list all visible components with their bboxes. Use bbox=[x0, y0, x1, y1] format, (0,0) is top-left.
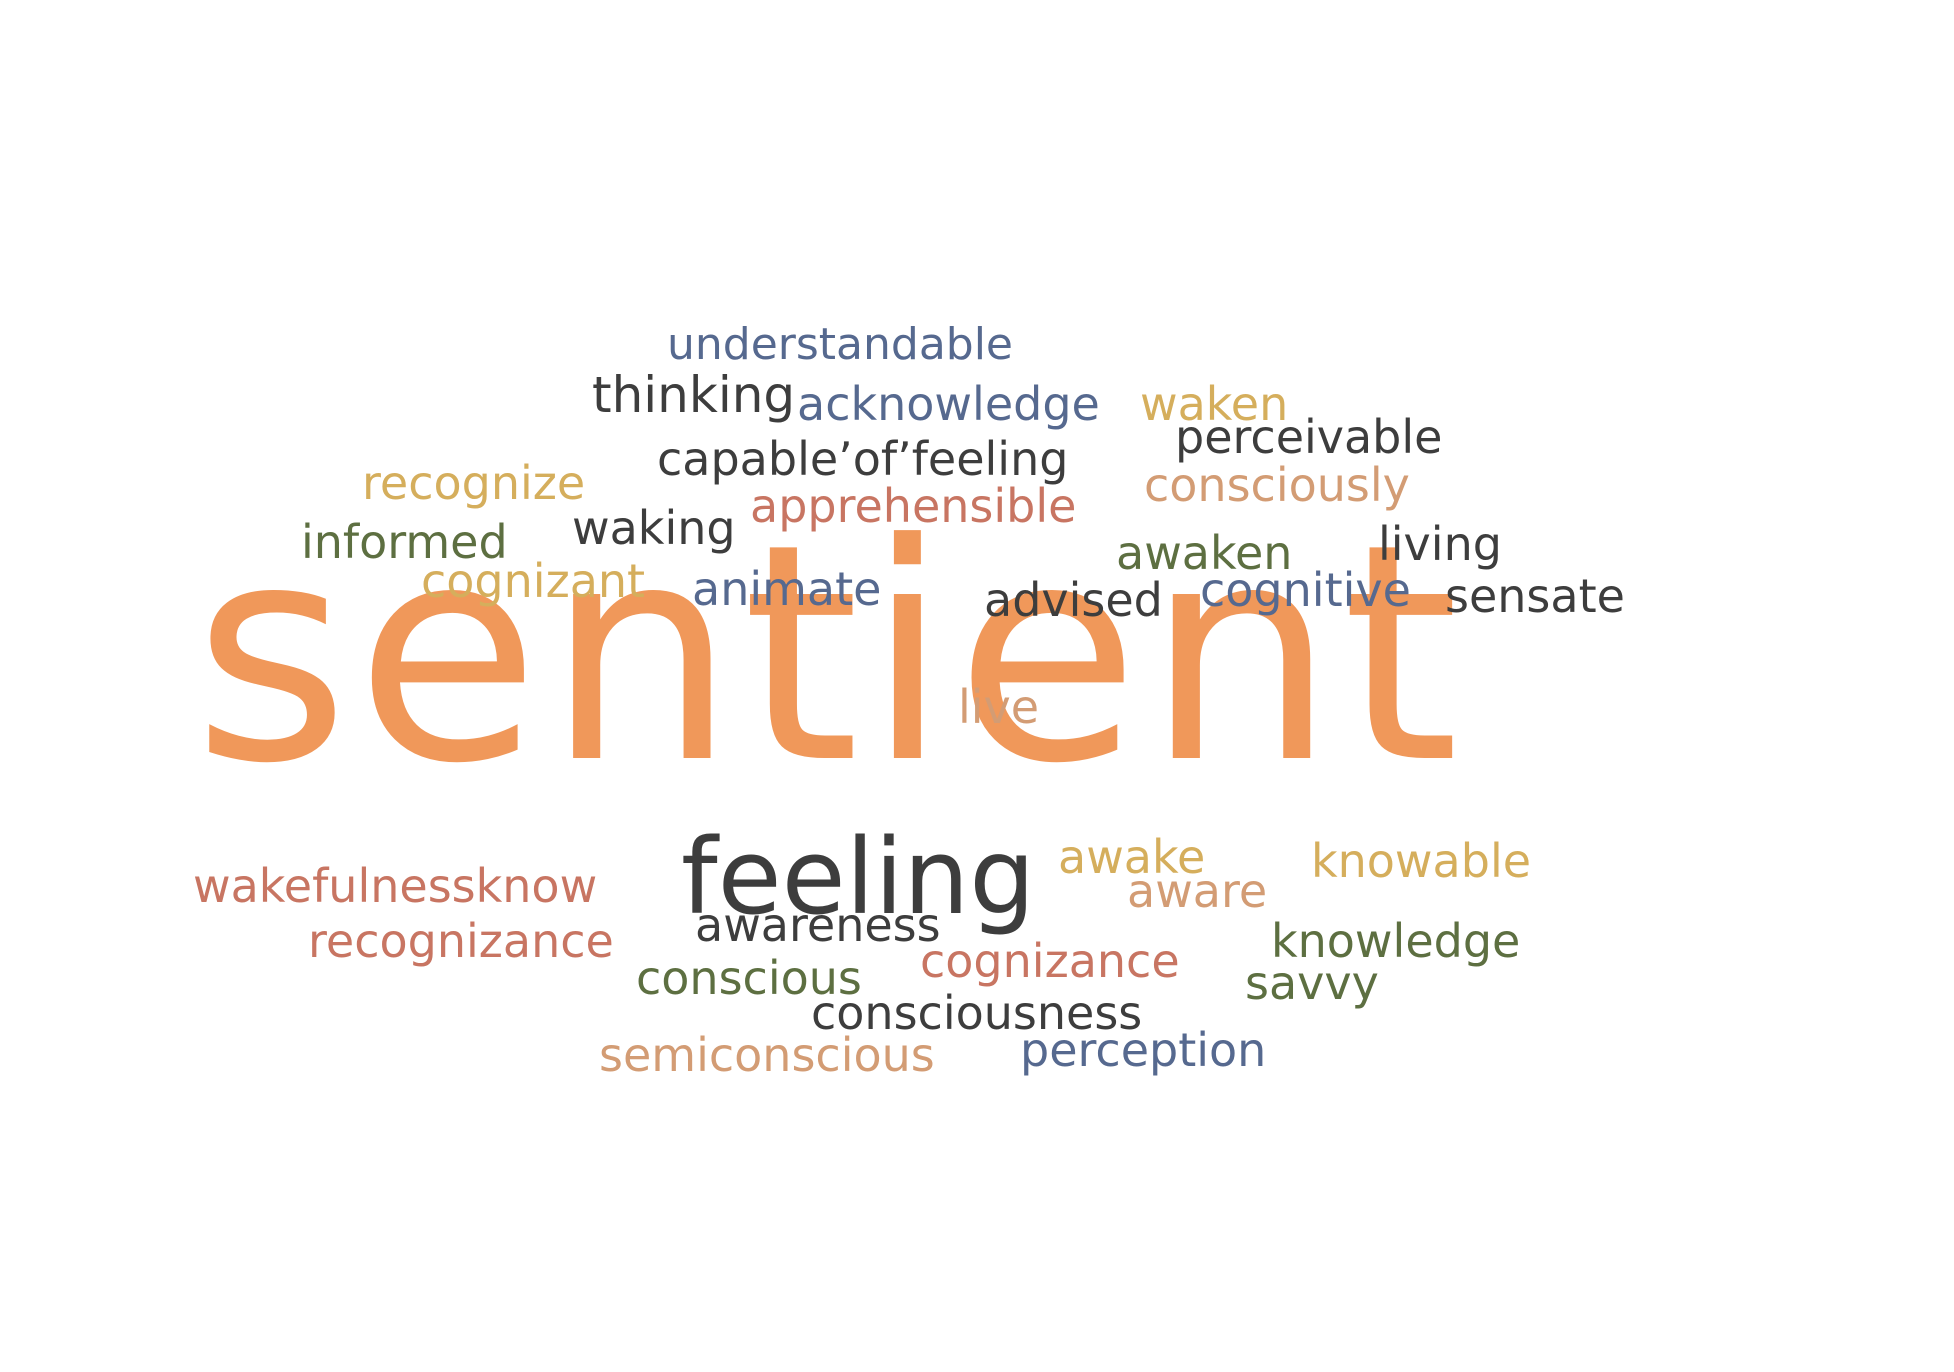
word-recognizance: recognizance bbox=[308, 914, 614, 968]
word-informed: informed bbox=[301, 515, 508, 569]
word-thinking: thinking bbox=[592, 366, 796, 424]
word-waking: waking bbox=[572, 501, 736, 555]
word-semiconscious: semiconscious bbox=[599, 1028, 935, 1082]
word-knowledge: knowledge bbox=[1271, 914, 1521, 968]
word-live: live bbox=[958, 680, 1040, 734]
word-cognitive: cognitive bbox=[1200, 563, 1411, 617]
word-perceivable: perceivable bbox=[1175, 410, 1443, 464]
word-sensate: sensate bbox=[1445, 569, 1625, 623]
word-awake: awake bbox=[1058, 830, 1206, 884]
word-apprehensible: apprehensible bbox=[750, 479, 1077, 533]
word-savvy: savvy bbox=[1245, 956, 1379, 1010]
word-know: know bbox=[475, 859, 598, 913]
word-living: living bbox=[1378, 517, 1502, 571]
word-perception: perception bbox=[1020, 1023, 1267, 1077]
word-acknowledge: acknowledge bbox=[797, 377, 1100, 431]
word-aware: aware bbox=[1127, 864, 1268, 918]
word-wakefulness-know: wakefulnessknow bbox=[193, 863, 597, 909]
word-awaken: awaken bbox=[1116, 526, 1293, 580]
word-recognize: recognize bbox=[362, 456, 586, 510]
word-sentient: sentient bbox=[193, 480, 1466, 829]
word-awareness: awareness bbox=[695, 898, 941, 952]
word-feeling: feeling bbox=[681, 816, 1036, 938]
word-waken: waken bbox=[1140, 377, 1289, 431]
word-consciously: consciously bbox=[1144, 458, 1410, 512]
word-conscious: conscious bbox=[636, 951, 862, 1005]
word-consciousness: consciousness bbox=[811, 986, 1143, 1040]
word-capable-of-feeling: capable’of’feeling bbox=[657, 432, 1069, 486]
word-wakefulness: wakefulness bbox=[193, 859, 476, 913]
word-advised: advised bbox=[984, 573, 1163, 627]
word-understandable: understandable bbox=[667, 319, 1014, 370]
word-cognizance: cognizance bbox=[920, 934, 1180, 988]
word-knowable: knowable bbox=[1311, 834, 1532, 888]
word-animate: animate bbox=[692, 562, 882, 616]
word-cognizant: cognizant bbox=[421, 554, 646, 608]
